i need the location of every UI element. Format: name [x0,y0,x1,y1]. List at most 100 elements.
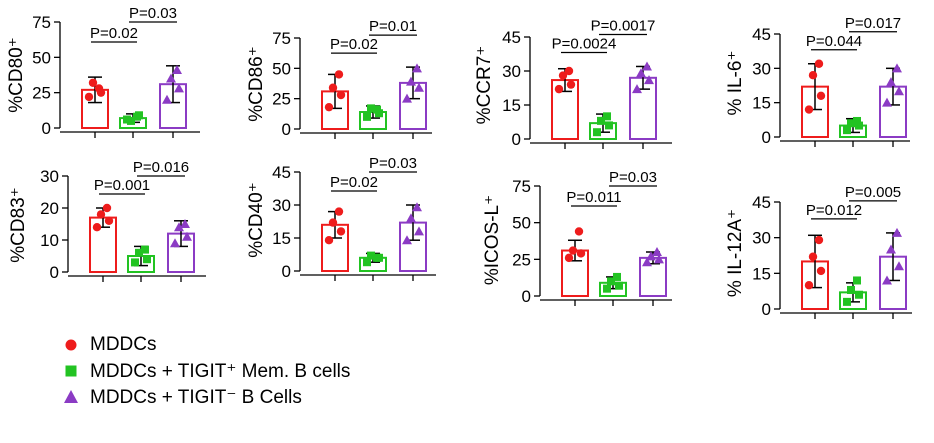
purple-triangle-icon [62,386,84,408]
data-point [373,105,381,114]
legend-marker-square [65,365,77,377]
y-tick-label: 45 [752,193,771,212]
data-point [894,261,904,271]
data-point [853,276,861,285]
data-point [328,83,338,92]
legend-label: MDDCs + TIGIT⁻ B Cells [90,386,302,408]
y-tick-label: 30 [752,229,771,248]
legend-item-mddcs: MDDCs [62,332,350,358]
data-point [574,227,584,236]
y-tick-label: 75 [272,29,291,48]
panel-cd86: 0 25 50 75 %CD86⁺ P=0.02P=0.01 [246,18,432,139]
data-point [894,86,904,96]
data-point [174,83,184,93]
p-value-label: P=0.0024 [552,35,617,52]
y-tick-label: 15 [752,264,771,283]
data-point [615,281,623,290]
data-point [84,92,94,102]
y-tick-label: 25 [32,84,51,103]
data-point [613,272,621,281]
y-tick-label: 0 [762,300,771,319]
y-tick-label: 0 [282,262,291,281]
red-circle-icon [62,334,84,356]
y-tick-label: 25 [272,90,291,109]
data-point [882,275,892,285]
data-point [373,253,381,262]
data-point [636,68,646,78]
data-point [162,94,172,104]
p-value-label: P=0.017 [845,15,901,32]
y-tick-label: 30 [272,196,291,215]
y-axis-title: % IL-12A⁺ [725,209,746,297]
data-point [564,66,574,76]
data-point [853,116,861,125]
data-point [328,218,338,227]
data-point [558,71,568,80]
y-axis-title: %CCR7⁺ [474,46,495,125]
data-point [882,97,892,107]
y-tick-label: 15 [752,94,771,113]
y-tick-label: 75 [32,13,51,32]
y-tick-label: 0 [42,119,51,138]
y-tick-label: 30 [502,62,521,81]
data-point [127,116,135,125]
data-point [334,207,344,216]
legend: MDDCs MDDCs + TIGIT⁺ Mem. B cells MDDCs … [62,332,350,410]
data-point [652,247,662,256]
figure-panels: 0 25 50 75 %CD80⁺ P=0.02 P=0.03 0 25 50 75 %CD86⁺ P=… [6,5,912,319]
panel-cd80: 0 25 50 75 %CD80⁺ P=0.02 P=0.03 [6,5,200,138]
y-axis-title: %ICOS-L⁺ [482,195,503,285]
y-tick-label: 75 [512,177,531,196]
data-point [367,251,375,260]
data-point [135,248,143,257]
data-point [642,61,652,71]
y-axis-title: %CD80⁺ [6,37,27,113]
legend-marker-triangle [64,390,78,403]
data-point [367,104,375,113]
data-point [133,112,141,121]
data-point [412,202,422,212]
data-point [892,63,902,73]
data-point [603,284,611,293]
panel-icosl: 0 25 50 75 %ICOS-L⁺ P=0.011 P=0.03 [482,169,672,306]
data-point [402,235,412,245]
data-point [92,223,102,232]
y-tick-label: 45 [502,28,521,47]
p-value-label: P=0.001 [94,177,150,194]
data-point [334,70,344,79]
data-point [654,254,664,264]
data-point [131,258,139,267]
p-value-label: P=0.005 [845,184,901,201]
data-point [363,112,371,121]
y-tick-label: 0 [512,130,521,149]
y-tick-label: 50 [512,214,531,233]
y-tick-label: 25 [512,250,531,269]
y-tick-label: 0 [50,263,59,282]
y-tick-label: 20 [40,199,59,218]
legend-item-tigit-neg: MDDCs + TIGIT⁻ B Cells [62,384,350,410]
data-point [886,77,896,87]
data-point [88,78,98,87]
p-value-label: P=0.02 [90,25,138,42]
y-tick-label: 15 [272,229,291,248]
data-point [94,84,104,93]
data-point [642,257,652,267]
data-point [174,222,184,232]
data-point [814,235,824,245]
data-point [847,119,855,128]
p-value-label: P=0.011 [566,189,621,206]
data-point [605,121,613,130]
legend-item-tigit-pos: MDDCs + TIGIT⁺ Mem. B cells [62,358,350,384]
y-tick-label: 10 [40,231,59,250]
data-point [607,277,615,286]
data-point [564,253,574,263]
data-point [412,63,422,73]
data-point [644,75,654,85]
data-point [336,227,346,236]
y-tick-label: 45 [272,163,291,182]
y-tick-label: 30 [40,167,59,186]
legend-label: MDDCs + TIGIT⁺ Mem. B cells [90,360,351,382]
